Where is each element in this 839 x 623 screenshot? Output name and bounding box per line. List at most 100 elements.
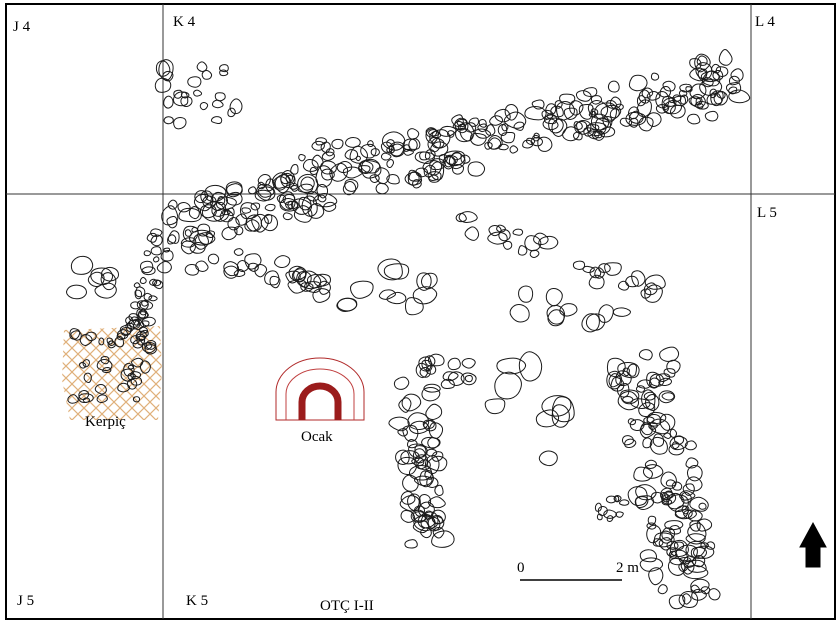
stone-outline: [559, 303, 578, 317]
stone-outline: [661, 527, 676, 541]
stone-outline: [559, 93, 576, 105]
stone-outline: [127, 364, 135, 370]
stone-outline: [421, 386, 441, 402]
stone-outline: [116, 329, 129, 340]
stone-outline: [718, 49, 733, 66]
stone-outline: [424, 454, 440, 474]
stone-outline: [248, 186, 257, 195]
stone-outline: [644, 393, 660, 411]
stone-outline: [542, 118, 559, 131]
stone-outline: [606, 515, 614, 522]
stone-outline: [672, 94, 682, 102]
stone-outline: [280, 169, 296, 189]
stone-outline: [551, 118, 568, 137]
stone-outline: [290, 185, 299, 192]
stone-outline: [682, 593, 692, 605]
stone-outline: [695, 62, 713, 81]
stone-outline: [359, 158, 381, 174]
stone-outline: [251, 213, 269, 233]
stone-outline: [417, 513, 436, 529]
stone-outline: [617, 362, 640, 379]
stone-outline: [529, 249, 540, 258]
stone-outline: [655, 90, 670, 109]
stone-outline: [655, 104, 669, 114]
stone-outline: [177, 202, 191, 213]
stone-outline: [214, 92, 226, 102]
stone-outline: [250, 202, 261, 211]
stone-outline: [407, 169, 420, 186]
stone-outline: [297, 183, 314, 193]
stone-outline: [78, 389, 90, 401]
stone-outline: [686, 464, 703, 482]
stone-outline: [644, 459, 657, 469]
stone-outline: [619, 499, 630, 506]
stone-outline: [329, 162, 349, 182]
stone-outline: [279, 197, 299, 212]
stone-outline: [635, 385, 646, 393]
stone-outline: [669, 104, 686, 119]
stone-outline: [316, 183, 329, 199]
stone-outline: [697, 103, 704, 110]
stone-outline: [585, 124, 600, 133]
stone-outline: [668, 594, 686, 610]
stone-outline: [687, 113, 701, 125]
stone-outline: [628, 110, 644, 124]
stone-outline: [497, 123, 508, 136]
stone-outline: [633, 466, 653, 482]
stone-outline: [478, 118, 487, 128]
up-arrow-icon: [799, 521, 827, 568]
stone-outline: [487, 137, 502, 150]
stone-outline: [513, 121, 525, 131]
stone-outline: [622, 395, 634, 403]
stone-outline: [79, 334, 93, 346]
stone-outline: [585, 313, 606, 331]
stone-outline: [70, 330, 82, 341]
stone-outline: [156, 261, 172, 274]
stone-outline: [139, 329, 149, 338]
stone-outline: [404, 171, 423, 186]
stone-outline: [399, 495, 420, 512]
stone-outline: [644, 274, 666, 290]
stone-outline: [603, 509, 618, 519]
stone-outline: [158, 59, 174, 81]
stone-outline: [213, 208, 230, 222]
stone-outline: [370, 148, 380, 157]
stone-outline: [524, 235, 542, 252]
stone-outline: [264, 270, 280, 286]
stone-outline: [173, 116, 187, 130]
stone-outline: [167, 230, 180, 244]
stone-outline: [538, 450, 558, 467]
stone-outline: [201, 70, 213, 80]
stone-outline: [702, 70, 721, 87]
stone-outline: [315, 137, 328, 146]
stone-outline: [425, 364, 437, 375]
stone-outline: [563, 107, 578, 120]
stone-outline: [407, 128, 420, 140]
stone-outline: [400, 490, 416, 505]
stone-outline: [425, 127, 438, 138]
stone-outline: [509, 303, 530, 323]
stone-outline: [500, 131, 516, 144]
stone-outline: [408, 443, 427, 459]
stone-outline: [658, 390, 676, 404]
stone-outline: [349, 280, 374, 299]
stone-outline: [311, 140, 325, 151]
stone-outline: [458, 211, 478, 223]
stone-outline: [239, 202, 259, 220]
stone-outline: [715, 66, 729, 78]
stone-outline: [431, 137, 445, 149]
stone-outline: [139, 320, 150, 328]
stone-outline: [522, 139, 534, 149]
stone-outline: [173, 91, 189, 107]
stone-outline: [628, 117, 639, 128]
stone-outline: [134, 289, 143, 300]
stone-outline: [604, 262, 622, 276]
stone-outline: [141, 299, 149, 307]
stone-outline: [572, 260, 586, 270]
stone-outline: [598, 263, 611, 273]
stone-outline: [401, 393, 422, 412]
stone-outline: [344, 179, 359, 192]
stone-outline: [227, 207, 235, 217]
stone-outline: [215, 196, 237, 210]
grid-label-k4: K 4: [173, 14, 196, 30]
